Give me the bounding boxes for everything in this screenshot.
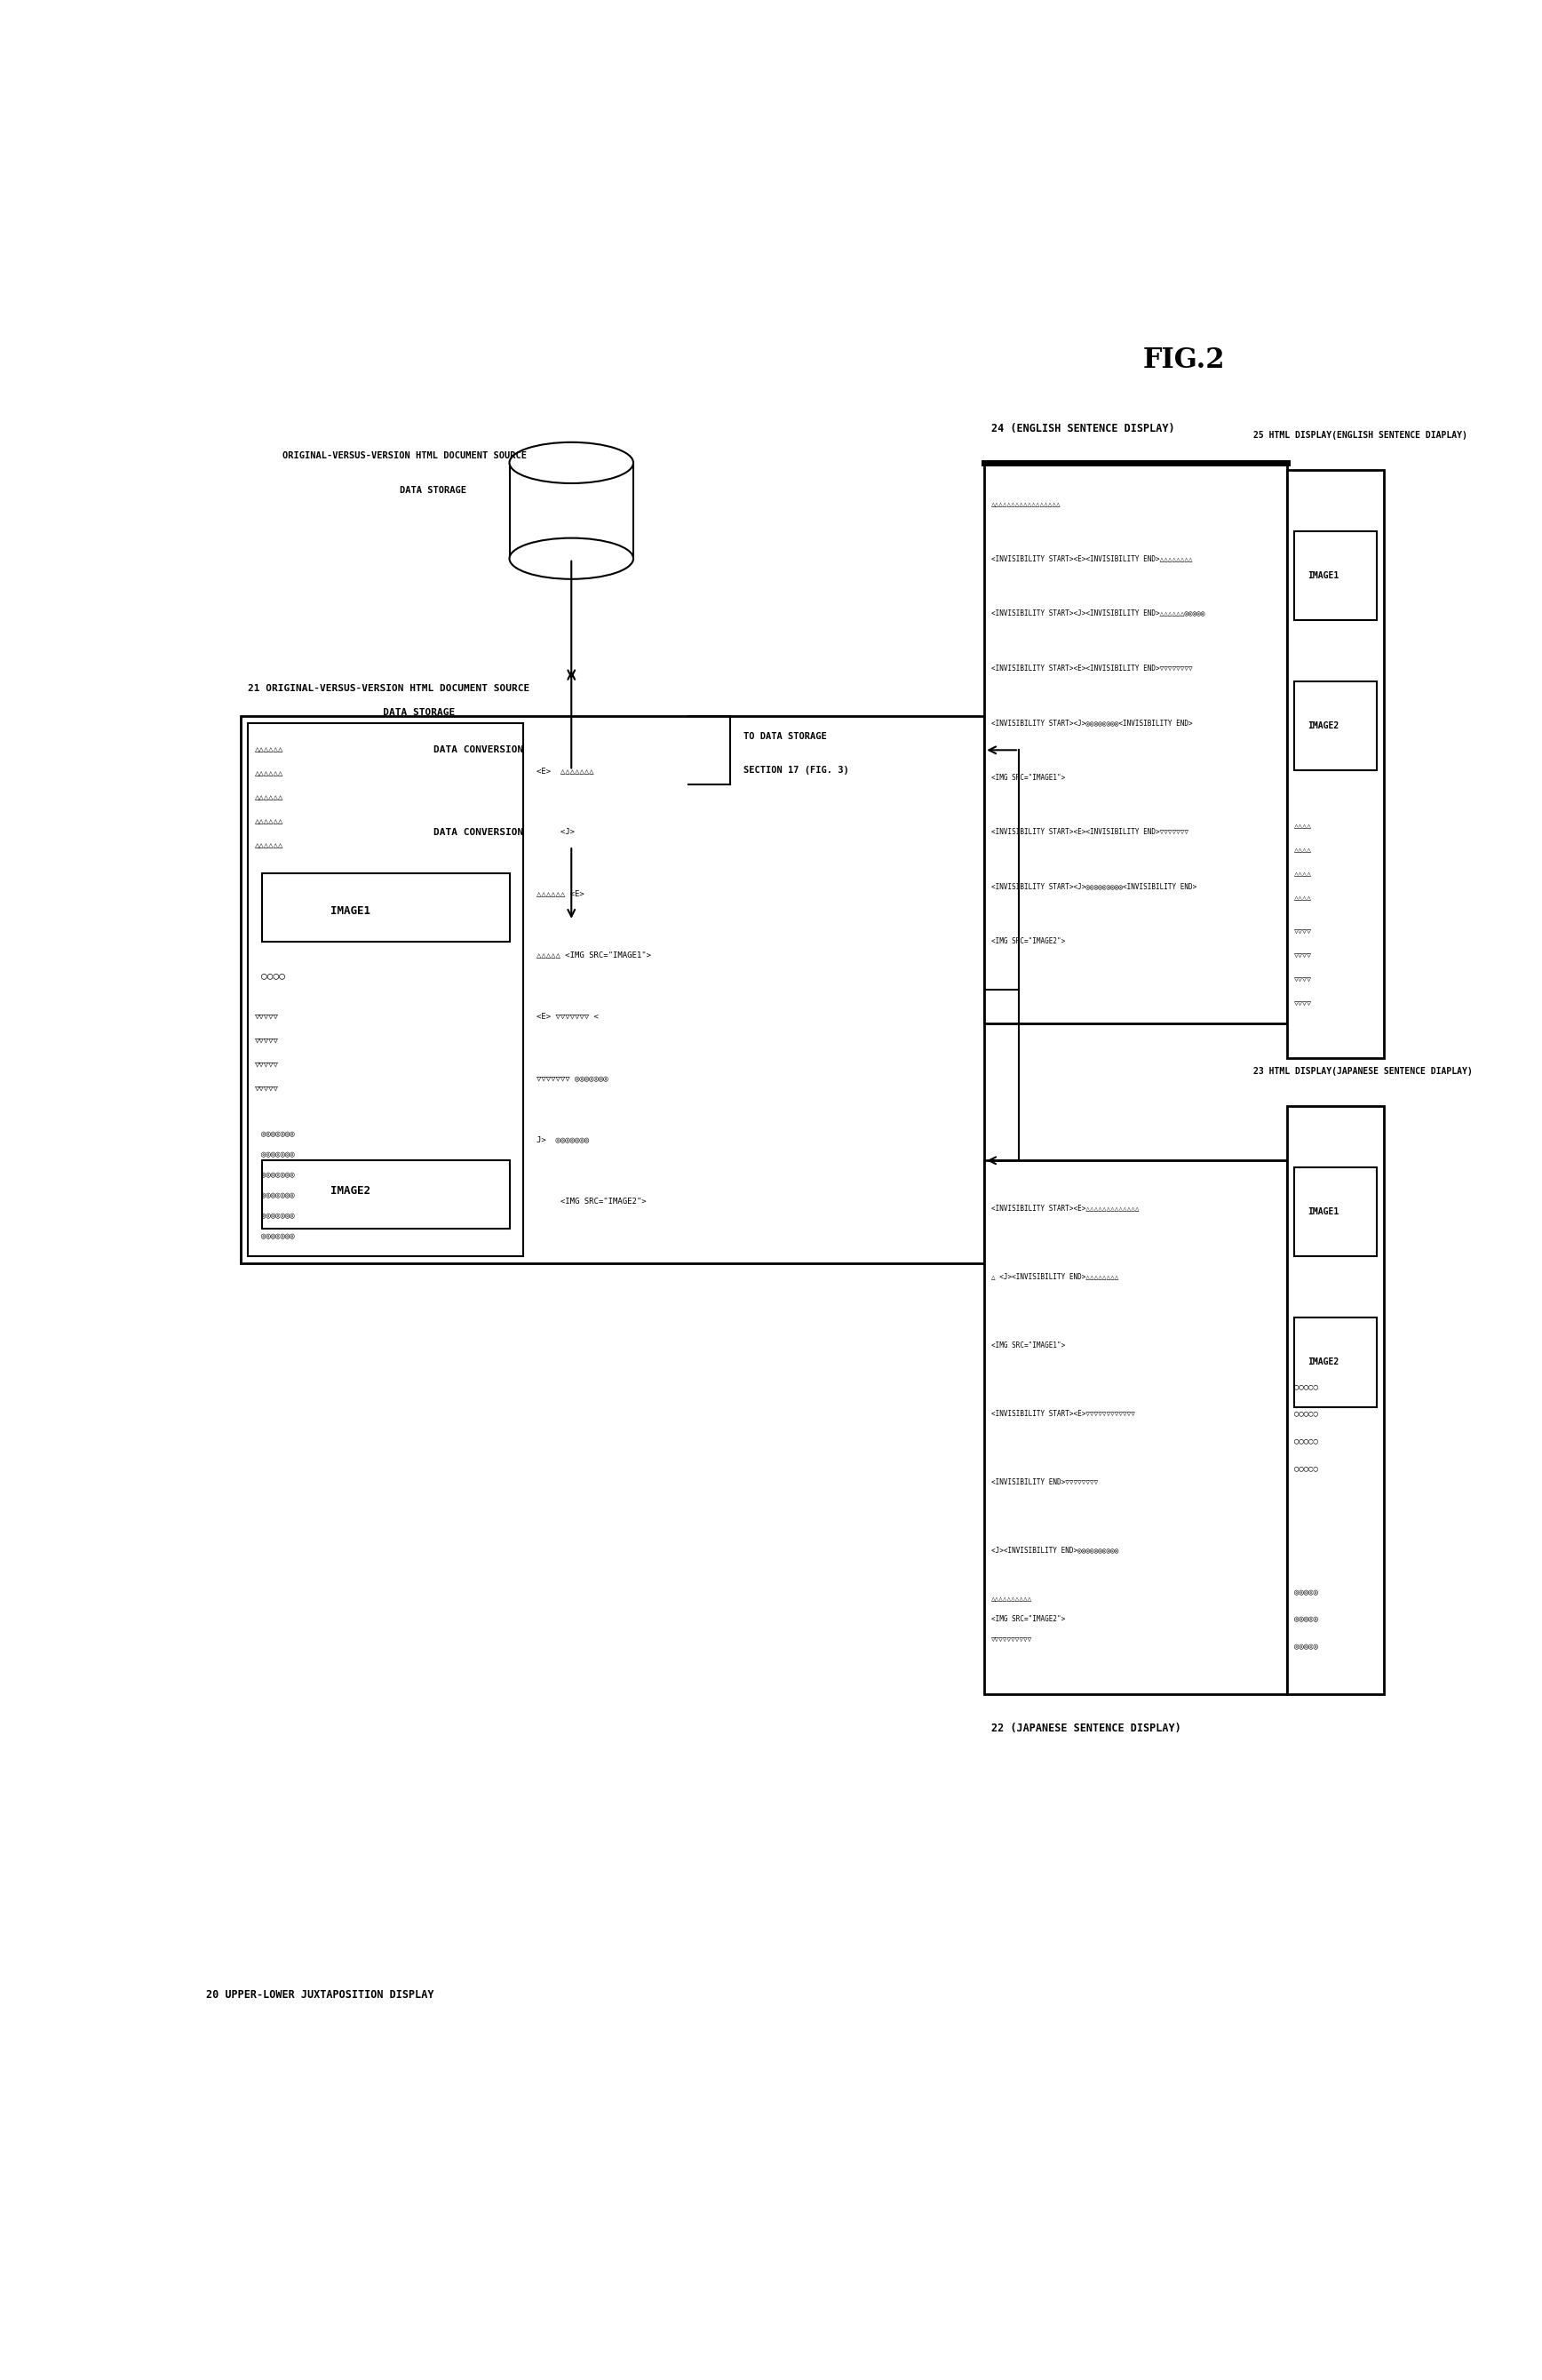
Text: ◎◎◎◎◎: ◎◎◎◎◎ [1294, 1616, 1318, 1623]
Text: 21 ORIGINAL-VERSUS-VERSION HTML DOCUMENT SOURCE: 21 ORIGINAL-VERSUS-VERSION HTML DOCUMENT… [248, 683, 529, 693]
Bar [1294, 681, 1377, 771]
Bar [1294, 531, 1377, 621]
Text: IMAGE2: IMAGE2 [1308, 721, 1340, 731]
Text: J>  ◎◎◎◎◎◎◎: J> ◎◎◎◎◎◎◎ [537, 1135, 589, 1145]
Bar [248, 724, 523, 1257]
Text: △ <J><INVISIBILITY END>△△△△△△△△: △ <J><INVISIBILITY END>△△△△△△△△ [992, 1273, 1118, 1280]
Text: ▽▽▽▽: ▽▽▽▽ [1294, 928, 1312, 935]
Text: ◎◎◎◎◎: ◎◎◎◎◎ [1294, 1587, 1318, 1595]
Text: <IMG SRC="IMAGE2">: <IMG SRC="IMAGE2"> [992, 1616, 1066, 1623]
Text: IMAGE1: IMAGE1 [1308, 571, 1340, 581]
Text: ◎◎◎◎◎◎◎: ◎◎◎◎◎◎◎ [262, 1171, 295, 1178]
Text: ▽▽▽▽▽▽▽▽▽▽: ▽▽▽▽▽▽▽▽▽▽ [992, 1635, 1032, 1642]
Text: 25 HTML DISPLAY(ENGLISH SENTENCE DIAPLAY): 25 HTML DISPLAY(ENGLISH SENTENCE DIAPLAY… [1254, 431, 1466, 440]
Text: <INVISIBILITY END>▽▽▽▽▽▽▽▽: <INVISIBILITY END>▽▽▽▽▽▽▽▽ [992, 1478, 1098, 1485]
Text: IMAGE1: IMAGE1 [1308, 1207, 1340, 1216]
Text: DATA CONVERSION: DATA CONVERSION [433, 828, 524, 838]
Text: ▽▽▽▽▽▽▽ ◎◎◎◎◎◎◎: ▽▽▽▽▽▽▽ ◎◎◎◎◎◎◎ [537, 1073, 609, 1083]
Text: <IMG SRC="IMAGE1">: <IMG SRC="IMAGE1"> [992, 1342, 1066, 1349]
Text: 22 (JAPANESE SENTENCE DISPLAY): 22 (JAPANESE SENTENCE DISPLAY) [992, 1723, 1181, 1735]
Text: ▽▽▽▽▽: ▽▽▽▽▽ [254, 1061, 279, 1069]
Text: SECTION 17 (FIG. 3): SECTION 17 (FIG. 3) [743, 766, 850, 776]
Text: ◎◎◎◎◎: ◎◎◎◎◎ [1294, 1642, 1318, 1649]
Text: △△△△: △△△△ [1294, 845, 1312, 854]
Text: <IMG SRC="IMAGE2">: <IMG SRC="IMAGE2"> [537, 1197, 646, 1207]
Text: ○○○○○: ○○○○○ [1294, 1464, 1318, 1473]
Text: △△△△: △△△△ [1294, 869, 1312, 878]
Text: TO DATA STORAGE: TO DATA STORAGE [743, 733, 827, 740]
Text: △△△△△ <IMG SRC="IMAGE1">: △△△△△ <IMG SRC="IMAGE1"> [537, 952, 652, 959]
Text: ◎◎◎◎◎◎◎: ◎◎◎◎◎◎◎ [262, 1211, 295, 1219]
Text: ▽▽▽▽▽: ▽▽▽▽▽ [254, 1038, 279, 1045]
Text: △△△△: △△△△ [1294, 821, 1312, 828]
Text: <E>  △△△△△△△: <E> △△△△△△△ [537, 766, 594, 774]
Bar [1288, 469, 1383, 1057]
Text: ▽▽▽▽▽: ▽▽▽▽▽ [254, 1014, 279, 1021]
Text: △△△△△△: △△△△△△ [254, 843, 284, 850]
Text: <INVISIBILITY START><J>◎◎◎◎◎◎◎◎<INVISIBILITY END>: <INVISIBILITY START><J>◎◎◎◎◎◎◎◎<INVISIBI… [992, 719, 1192, 726]
Bar [509, 462, 634, 559]
Text: ◎◎◎◎◎◎◎: ◎◎◎◎◎◎◎ [262, 1128, 295, 1138]
Text: ▽▽▽▽: ▽▽▽▽ [1294, 976, 1312, 983]
Ellipse shape [509, 443, 634, 483]
Text: 24 (ENGLISH SENTENCE DISPLAY): 24 (ENGLISH SENTENCE DISPLAY) [992, 424, 1175, 433]
Text: IMAGE2: IMAGE2 [1308, 1359, 1340, 1366]
Bar [262, 1161, 509, 1228]
Bar [984, 462, 1288, 1023]
Text: 20 UPPER-LOWER JUXTAPOSITION DISPLAY: 20 UPPER-LOWER JUXTAPOSITION DISPLAY [207, 1990, 435, 2002]
Text: IMAGE2: IMAGE2 [330, 1185, 370, 1197]
Text: ▽▽▽▽▽: ▽▽▽▽▽ [254, 1085, 279, 1092]
Text: △△△△△△△△△△: △△△△△△△△△△ [992, 1595, 1032, 1602]
Text: <E> ▽▽▽▽▽▽▽ <: <E> ▽▽▽▽▽▽▽ < [537, 1014, 598, 1021]
Text: <INVISIBILITY START><E>△△△△△△△△△△△△△: <INVISIBILITY START><E>△△△△△△△△△△△△△ [992, 1204, 1140, 1211]
Text: <INVISIBILITY START><J><INVISIBILITY END>△△△△△△◎◎◎◎◎: <INVISIBILITY START><J><INVISIBILITY END… [992, 609, 1204, 616]
Text: ○○○○○: ○○○○○ [1294, 1409, 1318, 1418]
Text: DATA STORAGE: DATA STORAGE [399, 486, 466, 495]
Text: ○○○○○: ○○○○○ [1294, 1383, 1318, 1390]
Text: <J>: <J> [537, 828, 575, 835]
Text: ▽▽▽▽: ▽▽▽▽ [1294, 1000, 1312, 1007]
Text: ◎◎◎◎◎◎◎: ◎◎◎◎◎◎◎ [262, 1233, 295, 1240]
Text: △△△△△△: △△△△△△ [254, 771, 284, 778]
Text: ORIGINAL-VERSUS-VERSION HTML DOCUMENT SOURCE: ORIGINAL-VERSUS-VERSION HTML DOCUMENT SO… [282, 452, 526, 459]
Text: △△△△: △△△△ [1294, 892, 1312, 902]
Text: <INVISIBILITY START><E>▽▽▽▽▽▽▽▽▽▽▽▽: <INVISIBILITY START><E>▽▽▽▽▽▽▽▽▽▽▽▽ [992, 1409, 1135, 1418]
Text: DATA CONVERSION: DATA CONVERSION [433, 745, 524, 754]
Text: △△△△△△: △△△△△△ [254, 745, 284, 754]
Text: <INVISIBILITY START><E><INVISIBILITY END>△△△△△△△△: <INVISIBILITY START><E><INVISIBILITY END… [992, 555, 1192, 562]
Text: △△△△△△△△△△△△△△△△△: △△△△△△△△△△△△△△△△△ [992, 500, 1061, 507]
Text: △△△△△△ <E>: △△△△△△ <E> [537, 890, 584, 897]
Text: <INVISIBILITY START><E><INVISIBILITY END>▽▽▽▽▽▽▽▽: <INVISIBILITY START><E><INVISIBILITY END… [992, 664, 1192, 671]
Bar [262, 873, 509, 942]
Text: <INVISIBILITY START><J>◎◎◎◎◎◎◎◎◎<INVISIBILITY END>: <INVISIBILITY START><J>◎◎◎◎◎◎◎◎◎<INVISIB… [992, 883, 1197, 890]
Ellipse shape [509, 538, 634, 578]
Text: <IMG SRC="IMAGE2">: <IMG SRC="IMAGE2"> [992, 938, 1066, 945]
Text: △△△△△△: △△△△△△ [254, 795, 284, 802]
Text: <IMG SRC="IMAGE1">: <IMG SRC="IMAGE1"> [992, 774, 1066, 781]
Text: <INVISIBILITY START><E><INVISIBILITY END>▽▽▽▽▽▽▽: <INVISIBILITY START><E><INVISIBILITY END… [992, 828, 1189, 835]
Text: IMAGE1: IMAGE1 [330, 904, 370, 916]
Bar [984, 1161, 1288, 1695]
Text: DATA STORAGE: DATA STORAGE [365, 707, 455, 716]
Text: <J><INVISIBILITY END>◎◎◎◎◎◎◎◎◎◎: <J><INVISIBILITY END>◎◎◎◎◎◎◎◎◎◎ [992, 1547, 1118, 1554]
Bar [1294, 1166, 1377, 1257]
Bar [1294, 1319, 1377, 1407]
Text: FIG.2: FIG.2 [1143, 347, 1224, 374]
Text: 23 HTML DISPLAY(JAPANESE SENTENCE DIAPLAY): 23 HTML DISPLAY(JAPANESE SENTENCE DIAPLA… [1254, 1066, 1473, 1076]
Bar [241, 716, 984, 1264]
Text: ◎◎◎◎◎◎◎: ◎◎◎◎◎◎◎ [262, 1190, 295, 1200]
Text: ◎◎◎◎◎◎◎: ◎◎◎◎◎◎◎ [262, 1150, 295, 1157]
Text: △△△△△△: △△△△△△ [254, 819, 284, 826]
Text: ○○○○: ○○○○ [262, 971, 285, 981]
Text: ○○○○○: ○○○○○ [1294, 1438, 1318, 1445]
Bar [1288, 1107, 1383, 1695]
Text: ▽▽▽▽: ▽▽▽▽ [1294, 952, 1312, 959]
